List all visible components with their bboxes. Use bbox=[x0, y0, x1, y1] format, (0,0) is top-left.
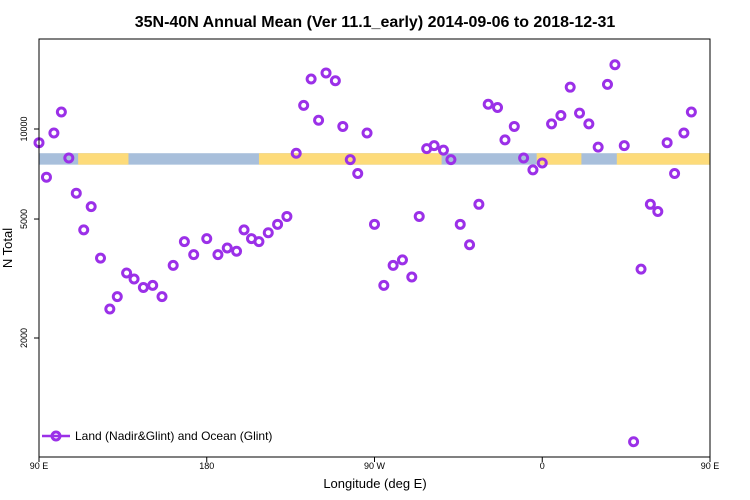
data-point bbox=[137, 282, 149, 294]
x-tick-label: 90 W bbox=[364, 461, 386, 471]
data-point bbox=[508, 120, 520, 132]
data-point bbox=[95, 252, 107, 264]
data-point bbox=[104, 303, 116, 315]
data-point bbox=[128, 273, 140, 285]
data-point bbox=[685, 106, 697, 118]
legend-marker-icon bbox=[50, 430, 62, 442]
y-tick-label: 10000 bbox=[19, 116, 29, 141]
x-tick-label: 90 E bbox=[701, 461, 720, 471]
x-axis: 90 E 180 90 W 0 90 E bbox=[30, 457, 720, 471]
data-point bbox=[55, 106, 67, 118]
data-point bbox=[482, 98, 494, 110]
data-point bbox=[212, 249, 224, 261]
data-point bbox=[583, 118, 595, 130]
data-point bbox=[369, 218, 380, 230]
data-point bbox=[546, 118, 558, 130]
x-axis-label: Longitude (deg E) bbox=[323, 476, 426, 491]
data-point bbox=[396, 254, 408, 266]
land-segment bbox=[616, 153, 710, 165]
data-point bbox=[661, 137, 673, 149]
data-point bbox=[601, 78, 613, 90]
x-tick-label: 180 bbox=[199, 461, 214, 471]
data-point bbox=[387, 259, 399, 271]
x-tick-label: 0 bbox=[540, 461, 545, 471]
data-point bbox=[518, 152, 530, 164]
data-point bbox=[329, 75, 341, 87]
data-point bbox=[564, 81, 576, 93]
data-point bbox=[320, 67, 332, 79]
data-point bbox=[492, 102, 504, 114]
data-point bbox=[337, 120, 349, 132]
data-point bbox=[499, 134, 511, 146]
data-point bbox=[454, 218, 466, 230]
land-segment bbox=[78, 153, 129, 165]
plot-frame bbox=[38, 38, 711, 458]
data-point bbox=[305, 73, 317, 85]
y-axis: 2000 5000 10000 bbox=[19, 116, 39, 348]
data-point bbox=[536, 157, 548, 169]
data-point bbox=[70, 187, 82, 199]
data-point bbox=[147, 279, 159, 291]
data-point bbox=[406, 271, 418, 283]
data-point bbox=[78, 224, 90, 236]
data-point bbox=[313, 114, 325, 126]
data-point bbox=[201, 233, 213, 245]
chart-title: 35N-40N Annual Mean (Ver 11.1_early) 201… bbox=[135, 14, 616, 31]
data-point bbox=[555, 109, 567, 121]
data-point bbox=[652, 205, 664, 217]
data-point bbox=[464, 239, 476, 251]
data-point bbox=[156, 291, 168, 303]
land-segments bbox=[78, 153, 710, 165]
data-point bbox=[167, 259, 179, 271]
land-segment bbox=[536, 153, 582, 165]
land-band bbox=[39, 153, 710, 165]
data-point bbox=[378, 279, 390, 291]
data-point bbox=[574, 107, 586, 119]
data-point bbox=[635, 263, 647, 275]
data-point bbox=[253, 236, 265, 248]
data-point bbox=[352, 167, 364, 179]
data-point bbox=[592, 141, 604, 153]
data-point bbox=[281, 210, 293, 222]
data-points bbox=[33, 59, 697, 448]
data-point bbox=[290, 147, 302, 159]
data-point bbox=[527, 164, 539, 176]
land-segment bbox=[258, 153, 442, 165]
data-point bbox=[40, 171, 52, 183]
x-tick-label: 90 E bbox=[30, 461, 49, 471]
data-point bbox=[238, 224, 250, 236]
data-point bbox=[188, 249, 200, 261]
data-point bbox=[48, 127, 60, 139]
data-point bbox=[121, 267, 133, 279]
legend-label: Land (Nadir&Glint) and Ocean (Glint) bbox=[75, 429, 272, 443]
data-point bbox=[361, 127, 373, 139]
data-point bbox=[609, 59, 621, 71]
data-point bbox=[178, 236, 190, 248]
y-tick-label: 2000 bbox=[19, 328, 29, 348]
data-point bbox=[111, 291, 123, 303]
data-point bbox=[272, 218, 284, 230]
data-point bbox=[628, 436, 640, 448]
y-tick-label: 5000 bbox=[19, 209, 29, 229]
data-point bbox=[644, 198, 656, 210]
data-point bbox=[63, 152, 75, 164]
data-point bbox=[437, 144, 449, 156]
data-point bbox=[85, 201, 97, 213]
data-point bbox=[344, 154, 356, 166]
data-point bbox=[678, 127, 690, 139]
data-point bbox=[669, 167, 681, 179]
data-point bbox=[445, 154, 457, 166]
data-point bbox=[473, 198, 485, 210]
data-point bbox=[262, 227, 274, 239]
data-point bbox=[618, 140, 630, 152]
data-point bbox=[221, 242, 233, 254]
legend: Land (Nadir&Glint) and Ocean (Glint) bbox=[42, 429, 272, 443]
data-point bbox=[231, 245, 243, 257]
data-point bbox=[428, 140, 440, 152]
data-point bbox=[413, 210, 425, 222]
y-axis-label: N Total bbox=[0, 228, 15, 268]
data-point bbox=[298, 99, 310, 111]
